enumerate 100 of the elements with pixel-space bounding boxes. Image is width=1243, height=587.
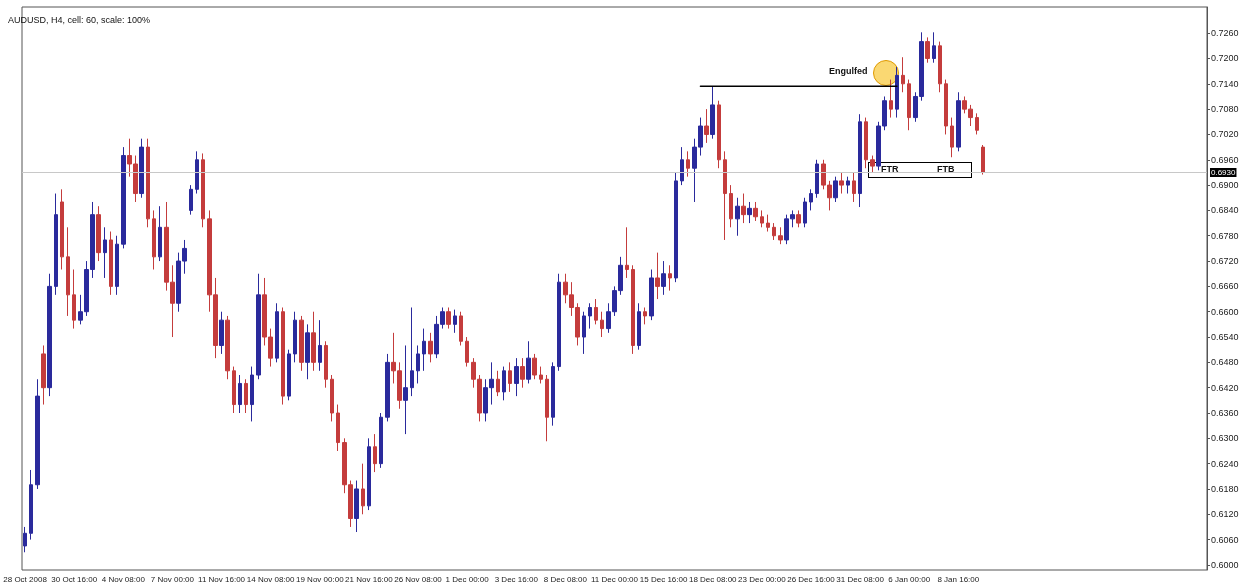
candlestick [256, 273, 261, 380]
candlestick [453, 309, 457, 334]
candlestick [981, 144, 985, 176]
candlestick [741, 193, 746, 224]
candlestick [815, 159, 819, 199]
x-tick-label: 11 Nov 16:00 [198, 574, 246, 584]
candlestick [287, 349, 291, 401]
candlestick [459, 311, 463, 346]
candlestick [680, 146, 684, 186]
candlestick [361, 463, 365, 515]
x-tick-label: 8 Dec 08:00 [543, 574, 588, 584]
candlestick [354, 480, 359, 533]
x-tick-label: 30 Oct 16:00 [51, 574, 98, 584]
candlestick [674, 171, 678, 283]
y-tick-label: 0.6240 [1211, 458, 1239, 469]
candlestick [932, 31, 936, 64]
candlestick [778, 226, 783, 245]
candlestick [625, 226, 629, 279]
ref-line-label: 0.6930 [1211, 167, 1237, 177]
candlestick [244, 378, 248, 414]
candlestick [336, 404, 340, 452]
x-tick-label: 26 Dec 16:00 [787, 574, 836, 584]
y-tick-label: 0.6120 [1211, 509, 1239, 520]
candlestick [631, 264, 635, 355]
candlestick [655, 252, 660, 300]
candlestick [889, 79, 893, 119]
candlestick [637, 302, 641, 351]
candlestick [416, 344, 420, 384]
candlestick [803, 197, 807, 228]
candlestick [735, 197, 740, 237]
annotation: FTB [936, 164, 955, 175]
y-tick-label: 0.6060 [1211, 534, 1239, 545]
candlestick [925, 36, 930, 64]
candlestick [152, 209, 156, 271]
y-tick-label: 0.7140 [1211, 78, 1239, 89]
y-tick-label: 0.6540 [1211, 332, 1239, 343]
candlestick [158, 205, 162, 262]
y-tick-label: 0.6900 [1211, 180, 1239, 191]
candlestick [901, 56, 905, 93]
x-tick-label: 21 Nov 16:00 [345, 574, 394, 584]
candlestick [643, 306, 647, 325]
candlestick [864, 117, 868, 169]
candlestick [600, 311, 604, 338]
candlestick [833, 176, 838, 203]
annotation: FTR [880, 164, 899, 175]
candlestick [858, 113, 862, 208]
candlestick [305, 323, 310, 380]
candlestick [753, 201, 758, 222]
candlestick [717, 100, 721, 169]
candlestick [195, 150, 199, 195]
candlestick [410, 306, 414, 397]
candlestick [35, 378, 40, 490]
y-tick-label: 0.7200 [1211, 53, 1239, 64]
candlestick [281, 306, 285, 406]
candlestick [710, 85, 715, 140]
candlestick [686, 150, 690, 178]
candlestick [747, 201, 752, 224]
candlestick [895, 66, 899, 119]
x-tick-label: 31 Dec 08:00 [836, 574, 885, 584]
candlestick [870, 155, 875, 173]
candlestick [225, 315, 230, 380]
candlestick [539, 366, 543, 384]
y-tick-label: 0.6360 [1211, 408, 1239, 418]
candlestick [146, 138, 150, 228]
candlestick [367, 437, 371, 511]
x-tick-label: 28 Oct 2008 [3, 574, 48, 584]
y-tick-label: 0.7020 [1211, 129, 1239, 140]
candlestick [582, 311, 586, 355]
x-tick-label: 15 Dec 16:00 [639, 574, 688, 584]
candlestick [950, 117, 954, 158]
candlestick [772, 222, 776, 241]
candlestick [115, 235, 119, 296]
candlestick [324, 340, 328, 389]
candlestick [54, 193, 58, 296]
x-tick-label: 11 Dec 00:00 [591, 574, 639, 584]
candlestick [318, 319, 322, 372]
candlestick [502, 366, 506, 401]
candlestick [121, 146, 126, 249]
y-tick-label: 0.6420 [1211, 382, 1239, 393]
candlestick [532, 353, 537, 380]
candlestick [201, 152, 205, 228]
candlestick [379, 412, 383, 469]
x-tick-label: 19 Nov 00:00 [295, 574, 345, 584]
candlestick [373, 433, 377, 473]
text: AUDUSD, H4, cell: 60, scale: 100% [8, 14, 151, 25]
candlestick [422, 328, 426, 372]
candlestick [23, 526, 27, 553]
candlestick [796, 209, 801, 228]
x-tick-label: 4 Nov 08:00 [101, 574, 146, 584]
y-tick-label: 0.6780 [1211, 230, 1239, 241]
candlestick [311, 311, 316, 372]
candlestick [668, 264, 672, 292]
candlestick [41, 344, 46, 406]
x-tick-label: 8 Jan 16:00 [937, 574, 980, 584]
x-tick-label: 3 Dec 16:00 [494, 574, 539, 584]
candlestick [189, 184, 193, 216]
y-tick-label: 0.7080 [1211, 104, 1239, 115]
candlestick [219, 311, 224, 355]
candlestick [109, 231, 113, 296]
x-tick-label: 18 Dec 08:00 [688, 574, 738, 584]
